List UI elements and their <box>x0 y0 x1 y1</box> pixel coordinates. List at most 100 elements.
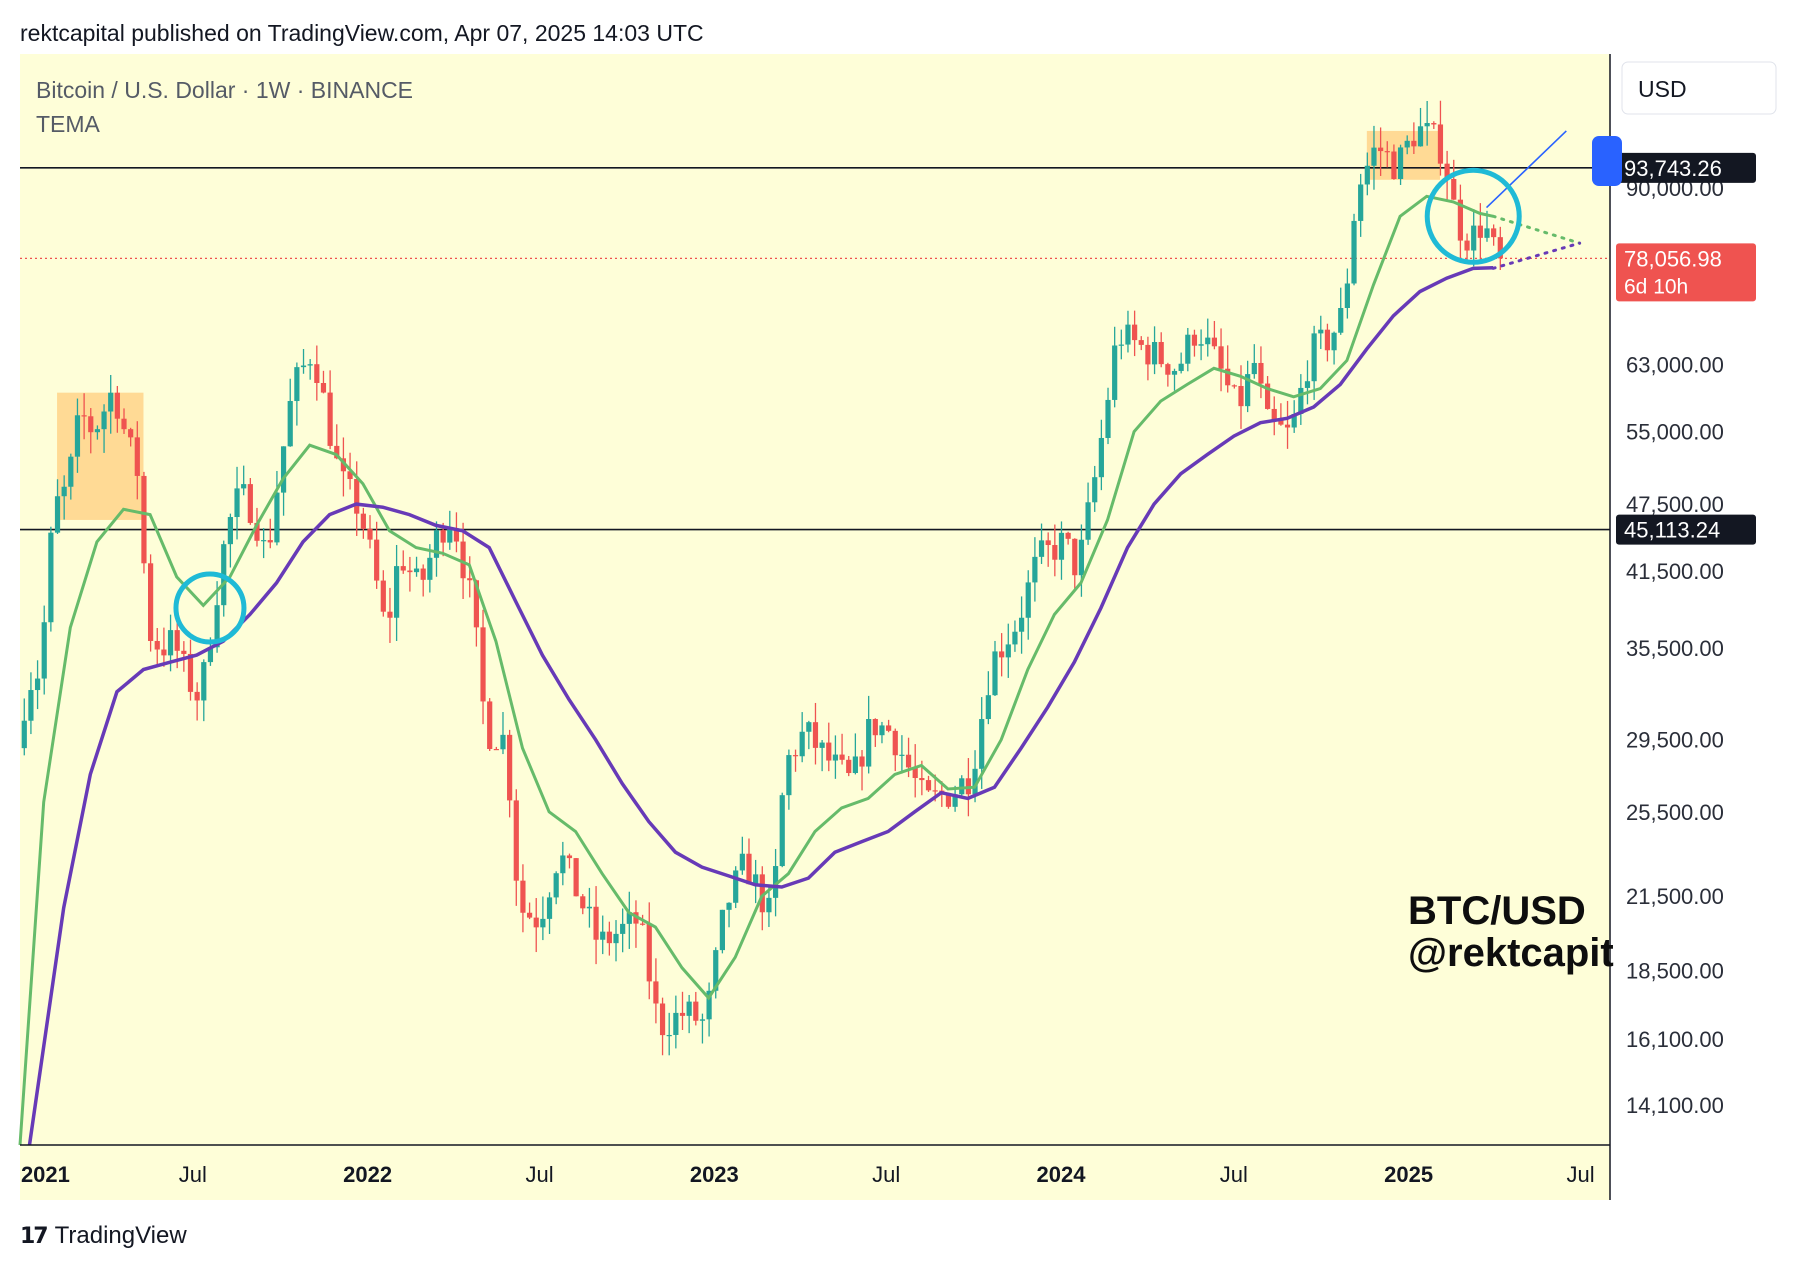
currency-button[interactable]: USD <box>1621 61 1777 115</box>
level-badge-text: 45,113.24 <box>1624 518 1720 543</box>
candle <box>566 853 573 869</box>
alert-marker[interactable] <box>1592 136 1622 186</box>
candle-body <box>932 790 938 792</box>
candle-body <box>1185 334 1191 364</box>
candle-body <box>832 754 839 761</box>
candle-body <box>1032 556 1038 583</box>
price-tick-label: 29,500.00 <box>1626 728 1724 753</box>
candle-body <box>34 678 41 691</box>
candle-body <box>68 456 74 487</box>
candle-body <box>945 794 952 807</box>
candle-body <box>380 580 386 612</box>
candle-body <box>979 719 985 769</box>
candle <box>959 775 965 796</box>
candle-body <box>673 1012 679 1035</box>
candle <box>1145 336 1151 381</box>
candle-body <box>54 496 61 533</box>
candle-body <box>613 933 619 944</box>
price-tick-label: 14,100.00 <box>1626 1093 1724 1118</box>
candle <box>1417 107 1424 147</box>
candle-body <box>640 923 646 925</box>
candle-body <box>586 906 593 909</box>
candle-body <box>1165 364 1171 375</box>
candle <box>500 712 506 755</box>
candle-body <box>394 566 400 618</box>
candle-body <box>819 742 825 748</box>
candle <box>1304 360 1311 405</box>
candle <box>1324 323 1331 362</box>
candle-body <box>1457 199 1464 241</box>
candle-body <box>294 367 300 402</box>
candle <box>94 425 101 440</box>
candle <box>779 792 785 868</box>
candle-body <box>626 912 632 924</box>
candle-body <box>1178 363 1184 371</box>
candle <box>812 702 819 765</box>
candle <box>992 640 998 697</box>
candle-body <box>566 855 573 859</box>
candle <box>1491 224 1497 246</box>
candle <box>420 564 426 597</box>
candle <box>88 408 94 454</box>
candle-body <box>1138 340 1144 345</box>
candle-body <box>480 627 486 702</box>
candle-body <box>1424 123 1430 127</box>
candle <box>846 756 852 777</box>
time-tick-label: 2023 <box>690 1162 739 1187</box>
candle-body <box>1191 334 1198 346</box>
candle <box>606 921 612 956</box>
candle-body <box>713 950 719 991</box>
price-axis: 110,000.0090,000.0063,000.0055,000.0047,… <box>1626 77 1734 1118</box>
candle-body <box>300 365 307 368</box>
candle-body <box>1298 387 1304 414</box>
tema-slow-projection <box>1491 241 1582 270</box>
candle <box>1245 360 1251 413</box>
indicator-label: TEMA <box>36 111 101 137</box>
candle <box>1018 596 1025 654</box>
candle-body <box>181 650 187 654</box>
highlight-circles <box>173 167 1522 645</box>
candle-body <box>354 479 360 514</box>
candle-body <box>1444 163 1450 180</box>
candle <box>626 891 632 949</box>
candle <box>686 994 692 1034</box>
candle <box>999 633 1005 677</box>
candle <box>41 605 47 695</box>
highlight-box <box>1366 130 1440 180</box>
candle <box>261 528 267 559</box>
price-tick-label: 25,500.00 <box>1626 800 1724 825</box>
candle <box>141 471 147 574</box>
time-tick-label: Jul <box>872 1162 900 1187</box>
current-price-badge: 78,056.98 6d 10h <box>1616 243 1756 302</box>
candle-body <box>413 568 420 573</box>
publisher-line: rektcapital published on TradingView.com… <box>20 20 704 46</box>
candle-body <box>194 691 200 701</box>
candle <box>1198 329 1204 361</box>
candle <box>1125 310 1131 353</box>
candle <box>161 627 167 667</box>
candle <box>786 749 792 810</box>
candle-body <box>234 488 240 518</box>
candle-body <box>1105 399 1111 438</box>
candle <box>74 398 81 473</box>
candle <box>201 659 207 722</box>
tradingview-logo-text: TradingView <box>54 1222 187 1249</box>
candle-body <box>1238 385 1244 407</box>
candle-body <box>1145 344 1151 365</box>
candle-body <box>227 517 233 545</box>
candle <box>1298 374 1304 425</box>
candle-body <box>334 445 340 459</box>
candle <box>1045 532 1051 567</box>
candle <box>274 470 280 546</box>
candle <box>1038 523 1045 564</box>
candle <box>493 746 499 751</box>
candle <box>1211 320 1217 350</box>
candlesticks <box>21 100 1503 1056</box>
candle <box>593 886 599 965</box>
candle-body <box>1158 342 1164 365</box>
candle-body <box>925 780 932 791</box>
candle-body <box>852 756 858 774</box>
candle-body <box>48 532 54 623</box>
horizontal-levels <box>20 167 1610 531</box>
candle-body <box>214 605 220 648</box>
